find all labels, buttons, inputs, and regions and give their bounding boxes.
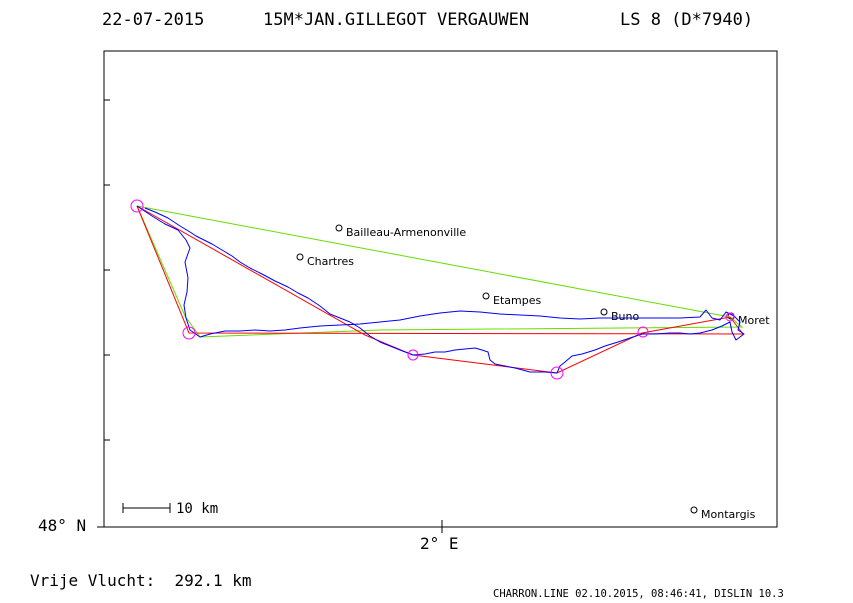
town-marker (482, 292, 490, 300)
town-label-montargis: Montargis (701, 508, 756, 521)
turnpoint-marker (637, 326, 649, 338)
towns: Bailleau-Armenonville Chartres Etampes B… (296, 224, 770, 521)
free-flight-distance: Vrije Vlucht: 292.1 km (30, 571, 252, 590)
left-axis-ticks (97, 99, 110, 528)
turnpoints (130, 199, 735, 380)
turnpoint-marker (725, 312, 735, 322)
town-marker (335, 224, 343, 232)
town-label-bailleau: Bailleau-Armenonville (346, 226, 466, 239)
town-marker (296, 253, 304, 261)
scale-bar: 10 km (122, 501, 218, 517)
scale-bar-label: 10 km (176, 501, 218, 517)
turnpoint-marker (130, 199, 144, 213)
town-label-buno: Buno (611, 310, 639, 323)
header-glider: LS 8 (D*7940) (620, 10, 753, 30)
turnpoint-marker (550, 366, 564, 380)
map-frame (103, 50, 778, 528)
town-marker (690, 506, 698, 514)
header-date: 22-07-2015 (102, 10, 204, 30)
town-label-moret: Moret (738, 314, 770, 327)
turnpoint-marker (407, 349, 419, 361)
task-route-line (136, 205, 745, 374)
header-pilot: 15M*JAN.GILLEGOT VERGAUWEN (263, 10, 529, 30)
lat-axis-label: 48° N (38, 516, 86, 535)
town-marker (600, 308, 608, 316)
lon-axis-label: 2° E (420, 534, 459, 553)
turnpoint-marker (182, 326, 196, 340)
town-label-chartres: Chartres (307, 255, 354, 268)
footer-credit: CHARRON.LINE 02.10.2015, 08:46:41, DISLI… (493, 588, 784, 600)
gps-track (136, 205, 745, 374)
town-label-etampes: Etampes (493, 294, 541, 307)
